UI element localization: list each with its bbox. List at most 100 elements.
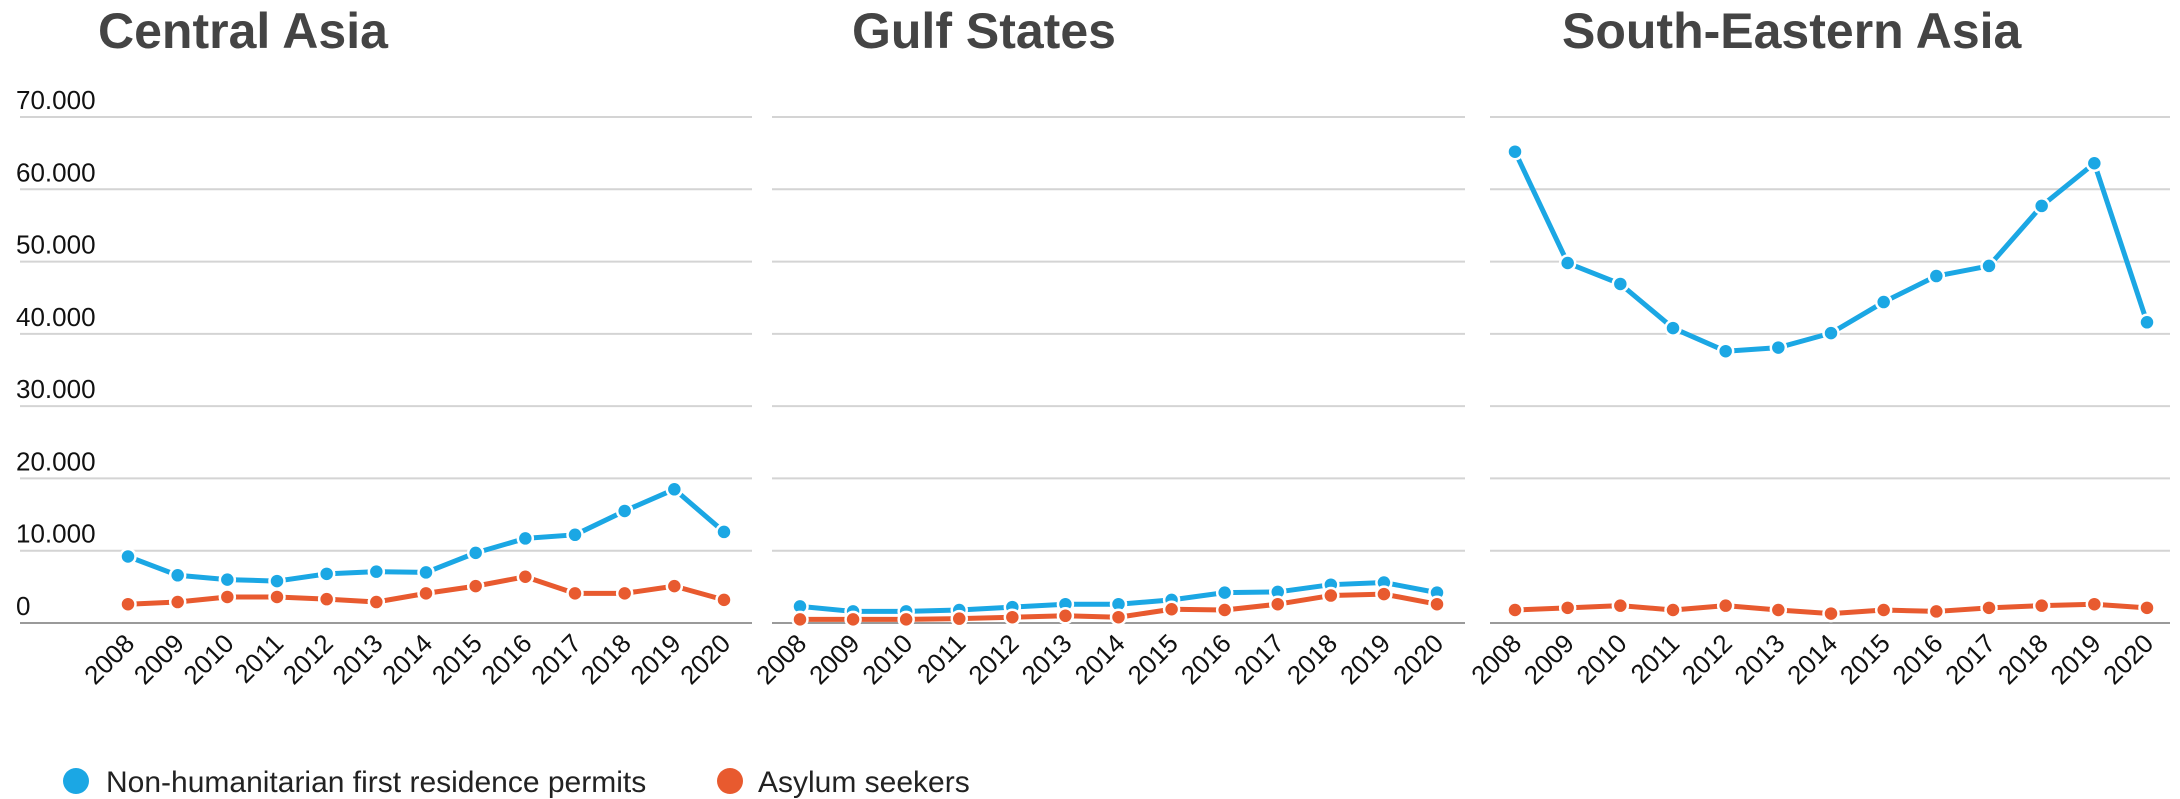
chart-panel-gulf-states: Gulf States20082009201020112012201320142… [750, 3, 1465, 690]
panel-title: Gulf States [852, 3, 1116, 59]
data-point-asylum-seekers [1058, 608, 1073, 623]
x-tick-label: 2016 [1886, 628, 1948, 690]
data-point-asylum-seekers [2034, 598, 2049, 613]
data-point-non-humanitarian-first-residence-permits [2034, 198, 2049, 213]
x-tick-label: 2011 [911, 628, 972, 689]
data-point-asylum-seekers [270, 589, 285, 604]
data-point-asylum-seekers [1876, 602, 1891, 617]
legend-label-asylum: Asylum seekers [758, 766, 970, 799]
y-tick-label: 50.000 [16, 230, 96, 260]
data-point-asylum-seekers [846, 612, 861, 627]
x-tick-label: 2013 [1728, 628, 1790, 690]
x-tick-label: 2020 [1387, 628, 1449, 690]
data-point-asylum-seekers [1824, 606, 1839, 621]
legend: Non-humanitarian first residence permits… [63, 766, 970, 799]
data-point-asylum-seekers [1430, 597, 1445, 612]
data-point-asylum-seekers [419, 586, 434, 601]
data-point-asylum-seekers [1005, 610, 1020, 625]
data-point-asylum-seekers [2140, 600, 2155, 615]
data-point-asylum-seekers [1718, 598, 1733, 613]
data-point-non-humanitarian-first-residence-permits [1560, 256, 1575, 271]
data-point-non-humanitarian-first-residence-permits [1217, 585, 1232, 600]
data-point-non-humanitarian-first-residence-permits [2140, 315, 2155, 330]
data-point-asylum-seekers [1982, 600, 1997, 615]
data-point-non-humanitarian-first-residence-permits [568, 527, 583, 542]
data-point-asylum-seekers [1217, 602, 1232, 617]
data-point-asylum-seekers [1666, 602, 1681, 617]
data-point-asylum-seekers [220, 589, 235, 604]
data-point-asylum-seekers [1560, 600, 1575, 615]
data-point-non-humanitarian-first-residence-permits [1508, 144, 1523, 159]
data-point-non-humanitarian-first-residence-permits [468, 545, 483, 560]
x-tick-label: 2012 [277, 628, 339, 690]
x-tick-label: 2018 [575, 628, 637, 690]
data-point-non-humanitarian-first-residence-permits [1666, 321, 1681, 336]
x-tick-label: 2012 [962, 628, 1024, 690]
data-point-asylum-seekers [1111, 610, 1126, 625]
x-tick-label: 2010 [856, 628, 918, 690]
legend-swatch-non-humanitarian [63, 768, 89, 794]
x-tick-label: 2015 [1122, 628, 1184, 690]
data-point-non-humanitarian-first-residence-permits [121, 549, 136, 564]
data-point-non-humanitarian-first-residence-permits [270, 574, 285, 589]
x-tick-label: 2013 [1016, 628, 1078, 690]
x-tick-label: 2014 [1069, 628, 1131, 690]
data-point-non-humanitarian-first-residence-permits [369, 564, 384, 579]
data-point-non-humanitarian-first-residence-permits [419, 565, 434, 580]
x-tick-label: 2011 [1624, 628, 1685, 689]
data-point-asylum-seekers [952, 611, 967, 626]
data-point-asylum-seekers [899, 612, 914, 627]
chart-panel-south-eastern-asia: South-Eastern Asia2008200920102011201220… [1465, 3, 2170, 690]
data-point-asylum-seekers [1929, 604, 1944, 619]
y-tick-label: 30.000 [16, 374, 96, 404]
y-tick-label: 40.000 [16, 302, 96, 332]
data-point-non-humanitarian-first-residence-permits [319, 566, 334, 581]
series-line-non-humanitarian-first-residence-permits [1515, 152, 2147, 352]
x-tick-label: 2016 [1175, 628, 1237, 690]
x-tick-label: 2009 [803, 628, 865, 690]
y-tick-label: 70.000 [16, 85, 96, 115]
x-tick-label: 2014 [1781, 628, 1843, 690]
data-point-non-humanitarian-first-residence-permits [667, 482, 682, 497]
x-tick-label: 2017 [1228, 628, 1290, 690]
x-tick-label: 2015 [1834, 628, 1896, 690]
data-point-non-humanitarian-first-residence-permits [1876, 295, 1891, 310]
data-point-non-humanitarian-first-residence-permits [617, 503, 632, 518]
x-tick-label: 2016 [475, 628, 537, 690]
data-point-asylum-seekers [617, 586, 632, 601]
x-tick-label: 2015 [426, 628, 488, 690]
data-point-asylum-seekers [1323, 588, 1338, 603]
legend-label-non-humanitarian: Non-humanitarian first residence permits [106, 766, 646, 799]
x-tick-label: 2018 [1281, 628, 1343, 690]
x-tick-label: 2018 [1992, 628, 2054, 690]
data-point-non-humanitarian-first-residence-permits [1824, 326, 1839, 341]
data-point-asylum-seekers [518, 569, 533, 584]
panel-title: South-Eastern Asia [1562, 3, 2023, 59]
x-tick-label: 2008 [750, 628, 812, 690]
x-tick-label: 2019 [624, 628, 686, 690]
data-point-non-humanitarian-first-residence-permits [1718, 344, 1733, 359]
data-point-asylum-seekers [717, 592, 732, 607]
data-point-asylum-seekers [319, 592, 334, 607]
x-tick-label: 2019 [2044, 628, 2106, 690]
data-point-non-humanitarian-first-residence-permits [2087, 156, 2102, 171]
x-tick-label: 2008 [78, 628, 140, 690]
x-tick-label: 2010 [177, 628, 239, 690]
x-tick-label: 2019 [1334, 628, 1396, 690]
data-point-asylum-seekers [793, 612, 808, 627]
legend-swatch-asylum [717, 768, 743, 794]
y-tick-label: 0 [16, 591, 30, 621]
data-point-asylum-seekers [1376, 587, 1391, 602]
data-point-non-humanitarian-first-residence-permits [518, 531, 533, 546]
x-tick-label: 2017 [525, 628, 587, 690]
x-tick-label: 2008 [1465, 628, 1527, 690]
x-tick-label: 2013 [326, 628, 388, 690]
data-point-asylum-seekers [1771, 602, 1786, 617]
data-point-asylum-seekers [1508, 602, 1523, 617]
data-point-non-humanitarian-first-residence-permits [220, 572, 235, 587]
x-tick-label: 2020 [674, 628, 736, 690]
x-tick-label: 2011 [228, 628, 289, 689]
